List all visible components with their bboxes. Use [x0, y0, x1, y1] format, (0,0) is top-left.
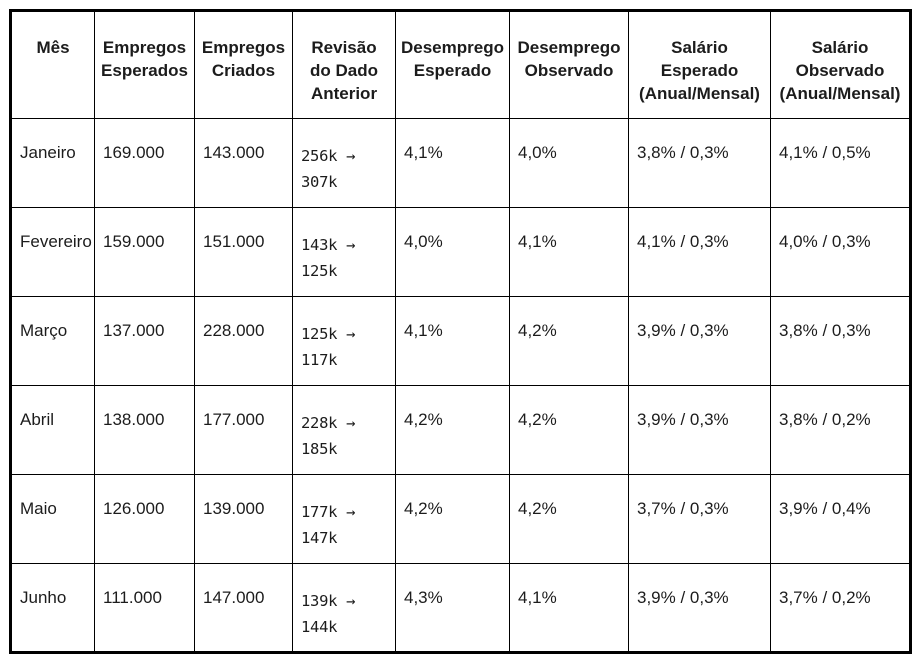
cell-mes: Janeiro [10, 118, 95, 208]
header-mes: Mês [10, 10, 95, 119]
cell-empregos-criados: 228.000 [194, 296, 293, 386]
header-empregos-esperados: Empregos Esperados [94, 10, 195, 119]
cell-revisao-dado-anterior: 256k → 307k [292, 118, 396, 208]
header-line: Observado [795, 61, 885, 80]
header-line: Desemprego [401, 38, 504, 57]
table-row-fevereiro: Fevereiro 159.000 151.000 143k → 125k 4,… [10, 207, 911, 297]
header-salario-esperado: Salário Esperado (Anual/Mensal) [628, 10, 771, 119]
cell-mes: Abril [10, 385, 95, 475]
header-empregos-criados: Empregos Criados [194, 10, 293, 119]
cell-revisao-dado-anterior: 143k → 125k [292, 207, 396, 297]
cell-empregos-esperados: 111.000 [94, 563, 195, 653]
cell-empregos-esperados: 159.000 [94, 207, 195, 297]
cell-desemprego-observado: 4,2% [509, 296, 629, 386]
cell-empregos-esperados: 126.000 [94, 474, 195, 564]
cell-desemprego-observado: 4,2% [509, 385, 629, 475]
cell-salario-observado: 3,7% / 0,2% [770, 563, 911, 653]
cell-empregos-criados: 143.000 [194, 118, 293, 208]
cell-revisao-dado-anterior: 177k → 147k [292, 474, 396, 564]
cell-empregos-criados: 139.000 [194, 474, 293, 564]
cell-empregos-esperados: 137.000 [94, 296, 195, 386]
employment-data-table: Mês Empregos Esperados Empregos Criados … [9, 9, 912, 654]
header-row: Mês Empregos Esperados Empregos Criados … [10, 10, 911, 119]
cell-empregos-esperados: 138.000 [94, 385, 195, 475]
cell-mes: Maio [10, 474, 95, 564]
cell-salario-esperado: 3,9% / 0,3% [628, 385, 771, 475]
cell-empregos-criados: 151.000 [194, 207, 293, 297]
table-row-marco: Março 137.000 228.000 125k → 117k 4,1% 4… [10, 296, 911, 386]
table-row-junho: Junho 111.000 147.000 139k → 144k 4,3% 4… [10, 563, 911, 653]
cell-salario-esperado: 4,1% / 0,3% [628, 207, 771, 297]
cell-desemprego-esperado: 4,0% [395, 207, 510, 297]
header-line: Desemprego [517, 38, 621, 57]
cell-desemprego-observado: 4,1% [509, 207, 629, 297]
cell-empregos-criados: 147.000 [194, 563, 293, 653]
cell-revisao-dado-anterior: 125k → 117k [292, 296, 396, 386]
header-line: Observado [524, 61, 614, 80]
cell-desemprego-esperado: 4,1% [395, 118, 510, 208]
header-desemprego-observado: Desemprego Observado [509, 10, 629, 119]
header-line: Salário [811, 38, 869, 57]
header-line: Empregos [102, 38, 187, 57]
header-line: Mês [36, 38, 70, 57]
cell-salario-esperado: 3,9% / 0,3% [628, 563, 771, 653]
header-desemprego-esperado: Desemprego Esperado [395, 10, 510, 119]
header-line: Revisão [311, 38, 377, 57]
cell-desemprego-observado: 4,2% [509, 474, 629, 564]
cell-mes: Junho [10, 563, 95, 653]
cell-revisao-dado-anterior: 139k → 144k [292, 563, 396, 653]
table-row-maio: Maio 126.000 139.000 177k → 147k 4,2% 4,… [10, 474, 911, 564]
header-line: (Anual/Mensal) [639, 84, 760, 103]
cell-salario-esperado: 3,8% / 0,3% [628, 118, 771, 208]
header-line: Salário [671, 38, 728, 57]
cell-desemprego-esperado: 4,2% [395, 385, 510, 475]
header-line: do Dado [310, 61, 378, 80]
cell-desemprego-esperado: 4,1% [395, 296, 510, 386]
cell-mes: Fevereiro [10, 207, 95, 297]
header-line: Esperado [660, 61, 739, 80]
cell-salario-observado: 3,9% / 0,4% [770, 474, 911, 564]
cell-salario-observado: 3,8% / 0,3% [770, 296, 911, 386]
cell-salario-observado: 4,1% / 0,5% [770, 118, 911, 208]
header-revisao-dado-anterior: Revisão do Dado Anterior [292, 10, 396, 119]
cell-mes: Março [10, 296, 95, 386]
cell-revisao-dado-anterior: 228k → 185k [292, 385, 396, 475]
cell-empregos-criados: 177.000 [194, 385, 293, 475]
header-line: Criados [211, 61, 276, 80]
header-line: Esperado [413, 61, 492, 80]
header-line: Esperados [101, 61, 188, 80]
cell-desemprego-esperado: 4,3% [395, 563, 510, 653]
cell-desemprego-observado: 4,1% [509, 563, 629, 653]
cell-salario-observado: 3,8% / 0,2% [770, 385, 911, 475]
cell-salario-esperado: 3,9% / 0,3% [628, 296, 771, 386]
cell-empregos-esperados: 169.000 [94, 118, 195, 208]
table-row-janeiro: Janeiro 169.000 143.000 256k → 307k 4,1%… [10, 118, 911, 208]
cell-salario-esperado: 3,7% / 0,3% [628, 474, 771, 564]
header-line: (Anual/Mensal) [779, 84, 901, 103]
cell-salario-observado: 4,0% / 0,3% [770, 207, 911, 297]
header-line: Empregos [201, 38, 286, 57]
table-row-abril: Abril 138.000 177.000 228k → 185k 4,2% 4… [10, 385, 911, 475]
cell-desemprego-observado: 4,0% [509, 118, 629, 208]
header-line: Anterior [310, 84, 378, 103]
cell-desemprego-esperado: 4,2% [395, 474, 510, 564]
header-salario-observado: Salário Observado (Anual/Mensal) [770, 10, 911, 119]
